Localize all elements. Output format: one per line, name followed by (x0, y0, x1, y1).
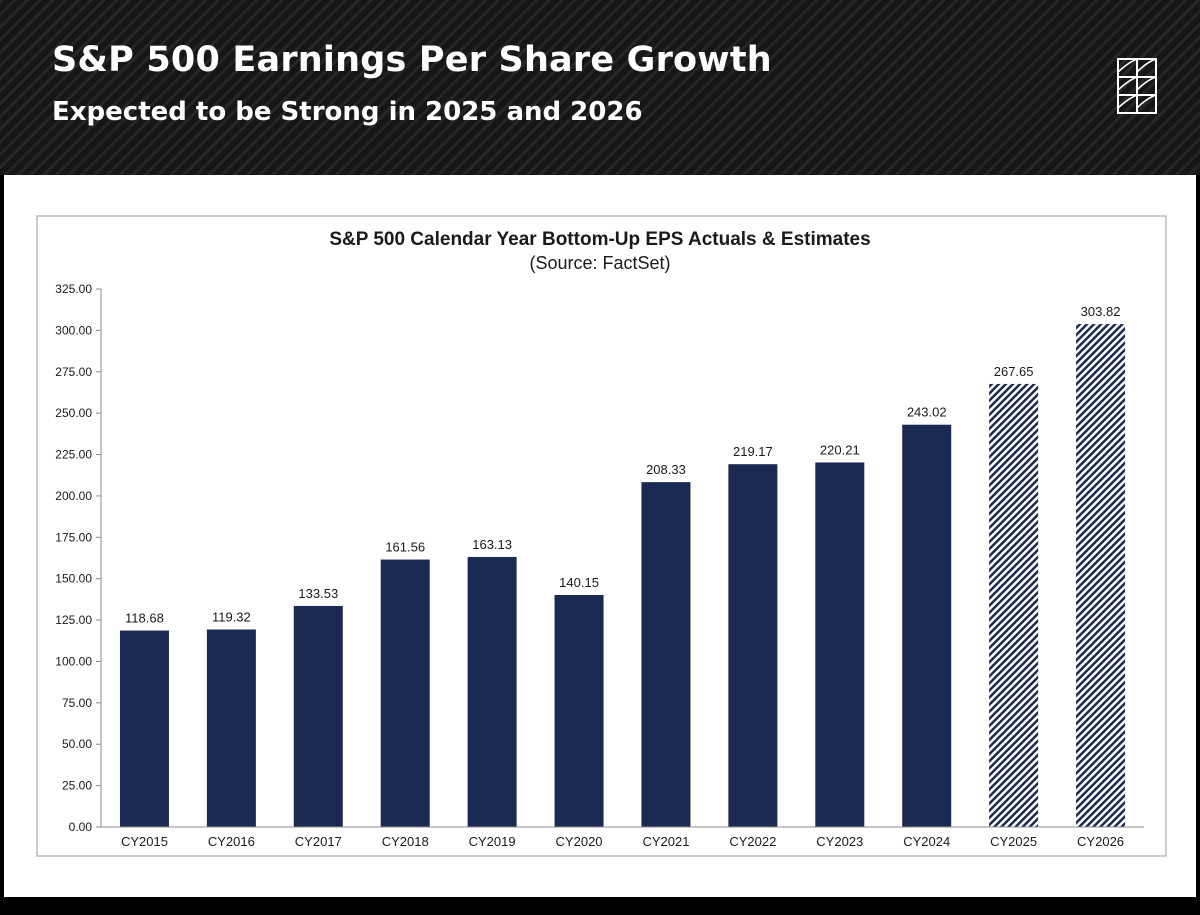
x-tick-label: CY2015 (121, 834, 168, 849)
x-tick-label: CY2018 (382, 834, 429, 849)
bar-value-label: 219.17 (733, 444, 773, 459)
y-tick-label: 300.00 (55, 323, 92, 337)
bar-cy2021 (641, 482, 691, 827)
x-tick-label: CY2024 (903, 834, 950, 849)
header-banner: S&P 500 Earnings Per Share Growth Expect… (0, 0, 1200, 175)
y-tick-label: 125.00 (55, 613, 92, 627)
bar-cy2022 (728, 464, 778, 827)
chart-source: (Source: FactSet) (529, 253, 670, 273)
y-tick-label: 250.00 (55, 406, 92, 420)
bar-value-label: 119.32 (212, 609, 251, 624)
x-tick-label: CY2020 (556, 834, 603, 849)
x-tick-label: CY2017 (295, 834, 342, 849)
x-tick-label: CY2023 (816, 834, 863, 849)
y-tick-label: 225.00 (55, 448, 92, 462)
bar-cy2024 (902, 424, 952, 827)
bar-value-label: 208.33 (646, 462, 686, 477)
y-tick-label: 200.00 (55, 489, 92, 503)
x-tick-label: CY2019 (469, 834, 516, 849)
bar-cy2017 (293, 605, 343, 827)
bar-value-label: 118.68 (125, 611, 164, 626)
bar-value-label: 220.21 (820, 442, 860, 457)
x-tick-label: CY2016 (208, 834, 255, 849)
logo-icon (1117, 58, 1157, 114)
chart-panel: S&P 500 Calendar Year Bottom-Up EPS Actu… (4, 175, 1196, 897)
x-axis: CY2015 CY2016 CY2017 CY2018 CY2019 CY2020 CY20… (101, 826, 1144, 849)
eps-bar-chart: S&P 500 Calendar Year Bottom-Up EPS Actu… (36, 215, 1167, 857)
chart-title: S&P 500 Calendar Year Bottom-Up EPS Actu… (329, 229, 870, 250)
bars (119, 324, 1126, 827)
y-tick-label: 150.00 (55, 572, 92, 586)
bar-cy2023 (815, 462, 865, 827)
y-tick-label: 100.00 (55, 654, 92, 668)
y-tick-label: 0.00 (69, 820, 93, 834)
bar-value-label: 243.02 (907, 405, 947, 420)
page-title: S&P 500 Earnings Per Share Growth (52, 40, 772, 80)
chart-border (36, 215, 1167, 857)
value-labels: 118.68 119.32 133.53 161.56 163.13 140.15 208.… (125, 304, 1120, 625)
bar-cy2020 (554, 594, 604, 827)
y-axis: 0.00 25.00 50.00 75.00 100.00 125.00 150.00 175… (55, 282, 102, 834)
page-subtitle: Expected to be Strong in 2025 and 2026 (52, 97, 643, 127)
y-tick-label: 25.00 (62, 779, 92, 793)
y-tick-label: 50.00 (62, 737, 92, 751)
bar-value-label: 267.65 (994, 364, 1034, 379)
bar-value-label: 133.53 (298, 586, 338, 601)
y-tick-label: 175.00 (55, 530, 92, 544)
x-tick-label: CY2026 (1077, 834, 1124, 849)
y-tick-label: 75.00 (62, 696, 92, 710)
bar-cy2015 (119, 630, 169, 827)
bar-cy2018 (380, 559, 430, 827)
y-tick-label: 275.00 (55, 365, 92, 379)
x-tick-label: CY2021 (642, 834, 689, 849)
bar-value-label: 161.56 (385, 540, 425, 555)
bar-value-label: 140.15 (559, 575, 599, 590)
x-tick-label: CY2025 (990, 834, 1037, 849)
bar-value-label: 163.13 (472, 537, 512, 552)
x-tick-label: CY2022 (729, 834, 776, 849)
bar-cy2016 (206, 629, 256, 827)
y-tick-label: 325.00 (55, 282, 92, 296)
bar-value-label: 303.82 (1081, 304, 1121, 319)
bar-cy2026 (1076, 324, 1126, 827)
bar-cy2025 (989, 383, 1039, 827)
bar-cy2019 (467, 556, 517, 827)
